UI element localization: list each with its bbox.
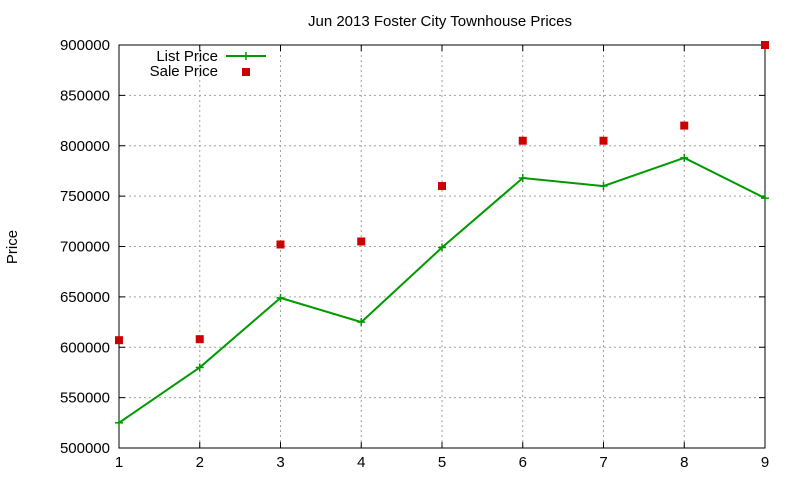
sale-price-point: [438, 182, 446, 191]
y-tick-label: 900000: [60, 37, 110, 54]
legend-label-list-price: List Price: [156, 48, 218, 65]
list-price-point: [761, 194, 769, 203]
x-tick-label: 3: [276, 454, 284, 471]
sale-price-point: [680, 121, 689, 130]
x-tick-label: 8: [680, 454, 688, 471]
list-price-point: [357, 318, 366, 327]
legend-label-sale-price: Sale Price: [150, 63, 218, 80]
list-price-point: [195, 363, 204, 372]
y-axis-label: Price: [4, 230, 21, 264]
list-price-point: [680, 153, 689, 162]
sale-price-point: [518, 136, 527, 145]
axis-ticks: 500000 550000 600000 650000 700000 750000 8000…: [60, 37, 769, 471]
y-tick-label: 550000: [60, 390, 110, 407]
legend-swatch-sale-price: [242, 68, 250, 76]
chart-title: Jun 2013 Foster City Townhouse Prices: [308, 13, 572, 30]
sale-price-point: [761, 41, 769, 49]
x-tick-label: 4: [357, 454, 365, 471]
y-tick-label: 750000: [60, 188, 110, 205]
list-price-point: [276, 293, 285, 302]
sale-price-point: [599, 136, 608, 145]
list-price-point: [438, 243, 446, 252]
list-price-point: [518, 173, 527, 182]
y-tick-label: 800000: [60, 138, 110, 155]
x-tick-label: 5: [438, 454, 446, 471]
y-tick-label: 850000: [60, 87, 110, 104]
x-tick-label: 1: [115, 454, 123, 471]
y-tick-label: 700000: [60, 239, 110, 256]
x-tick-label: 2: [196, 454, 204, 471]
y-tick-label: 650000: [60, 289, 110, 306]
list-price-point: [115, 418, 123, 427]
y-tick-label: 500000: [60, 440, 110, 457]
x-tick-label: 7: [599, 454, 607, 471]
x-tick-label: 6: [519, 454, 527, 471]
series-marks: [115, 41, 769, 427]
sale-price-point: [357, 237, 366, 246]
sale-price-point: [276, 240, 285, 249]
sale-price-point: [115, 336, 123, 345]
sale-price-point: [195, 335, 204, 344]
list-price-point: [599, 182, 608, 191]
x-tick-label: 9: [761, 454, 769, 471]
y-tick-label: 600000: [60, 339, 110, 356]
